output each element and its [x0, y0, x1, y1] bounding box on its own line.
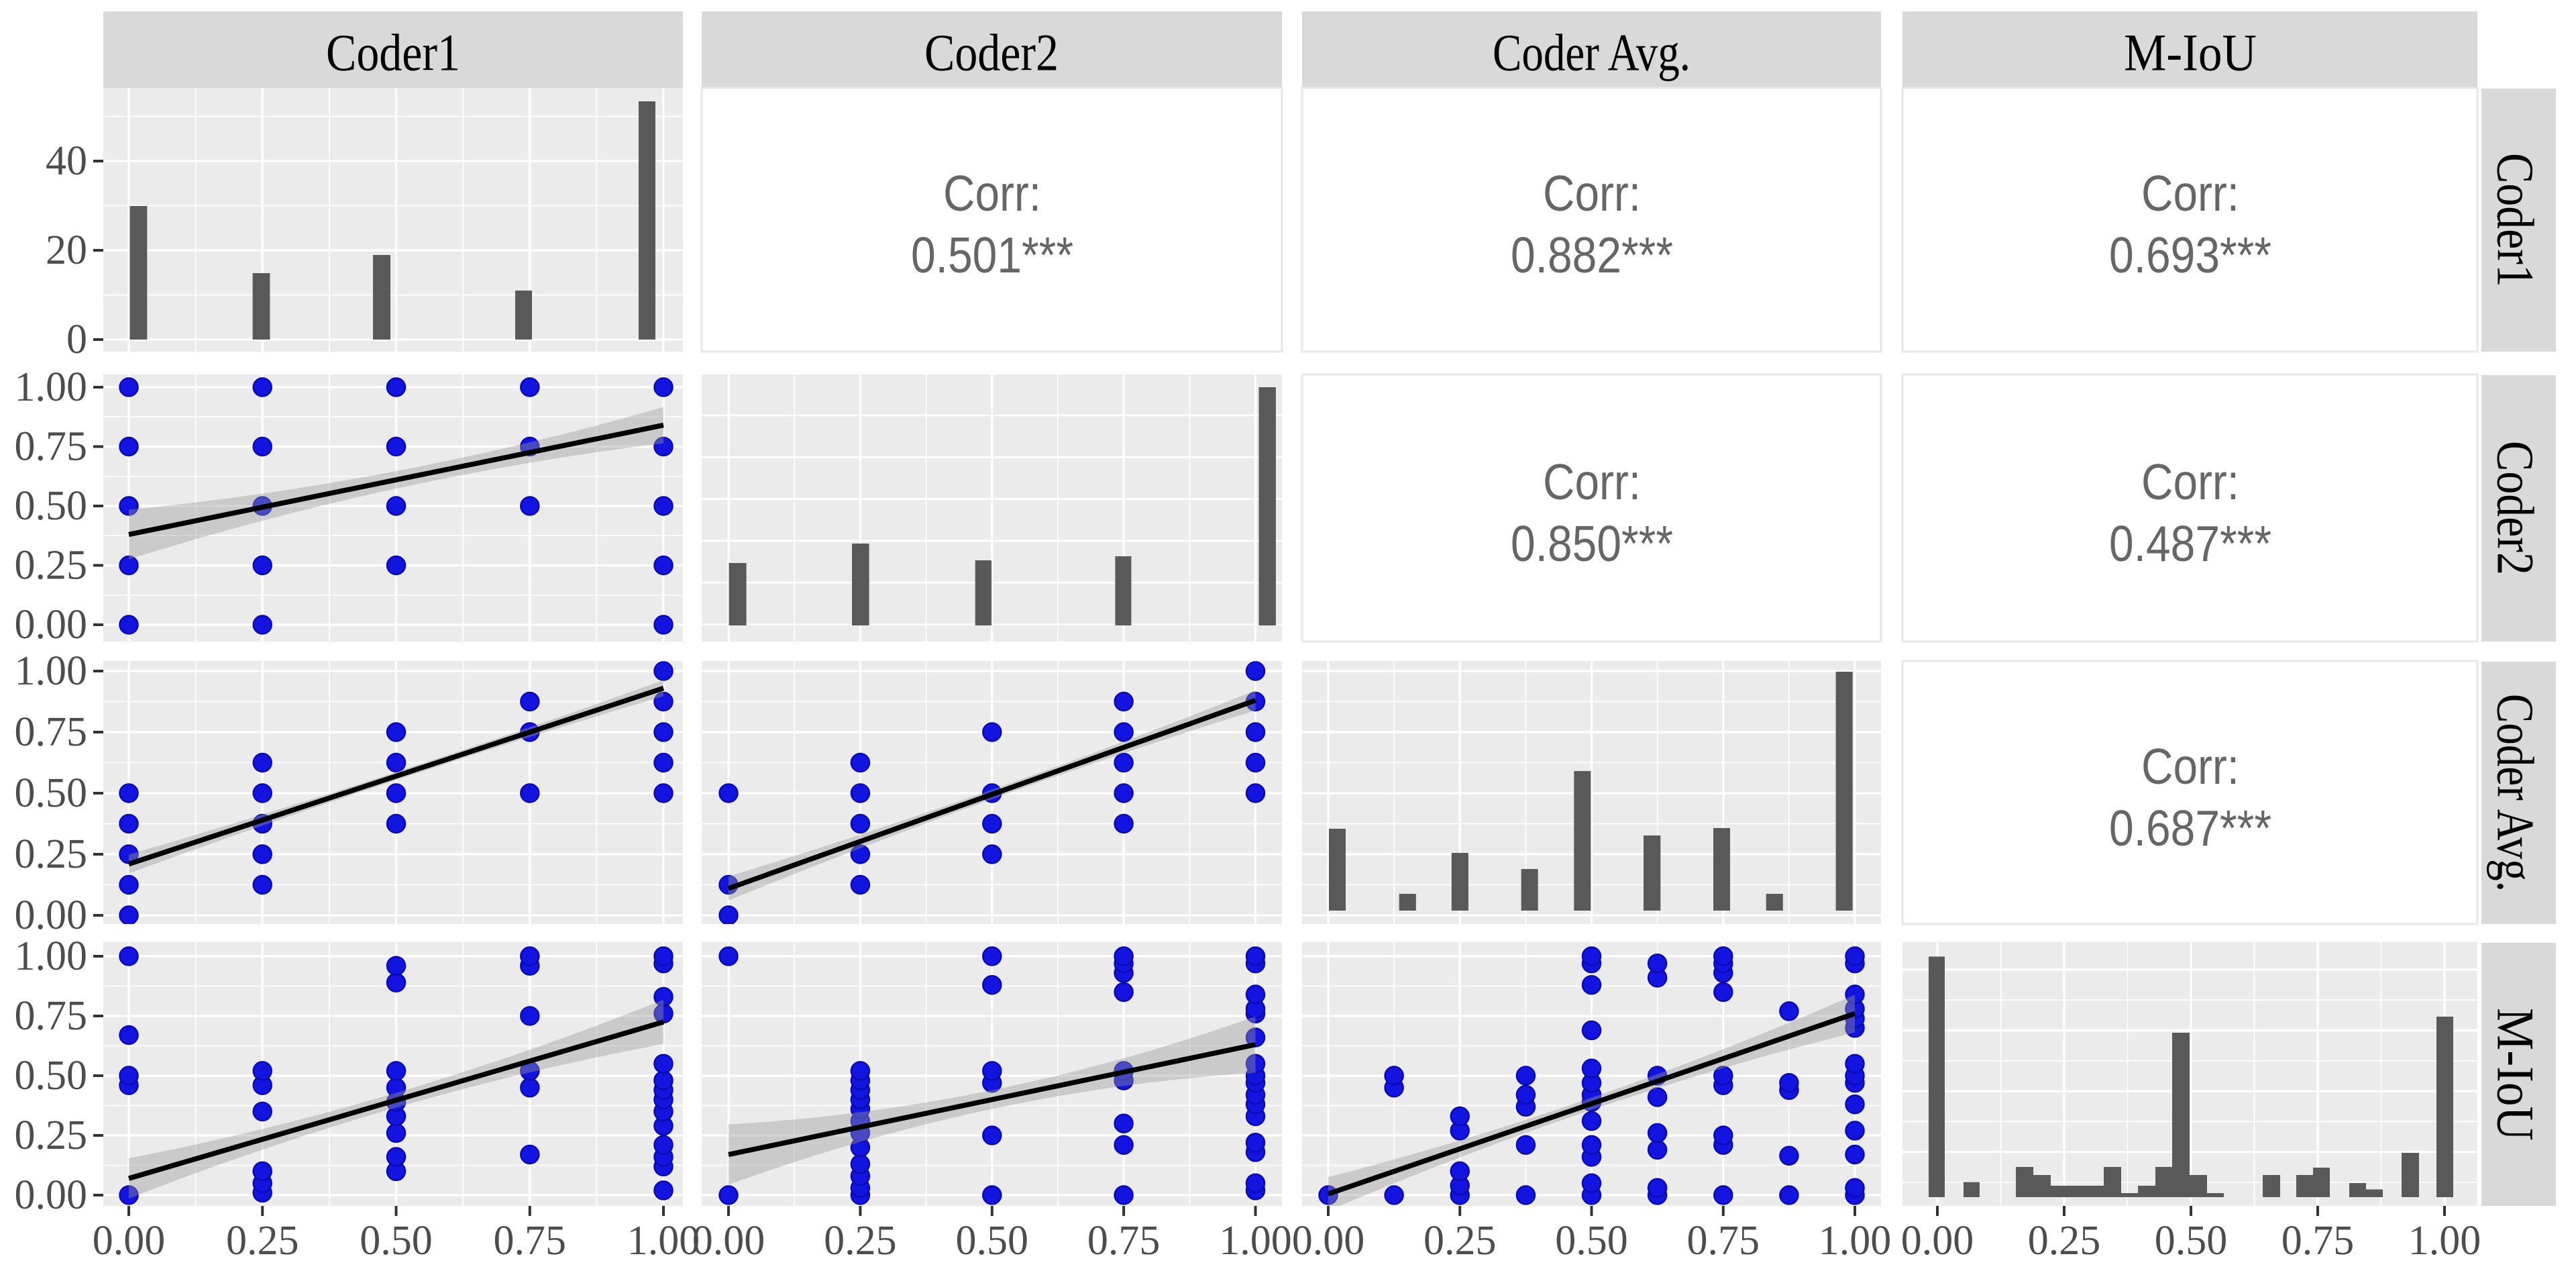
svg-text:0.487***: 0.487***	[2109, 515, 2271, 572]
svg-text:0.00: 0.00	[15, 602, 88, 648]
svg-text:0.50: 0.50	[15, 1053, 88, 1099]
svg-text:Coder2: Coder2	[2487, 441, 2545, 575]
svg-text:0.25: 0.25	[15, 1113, 88, 1158]
svg-text:0.00: 0.00	[15, 892, 88, 938]
svg-text:Coder1: Coder1	[326, 23, 460, 82]
svg-text:Corr:: Corr:	[2141, 165, 2239, 221]
svg-text:0.75: 0.75	[1687, 1218, 1760, 1264]
svg-text:0.75: 0.75	[15, 424, 88, 470]
svg-text:0.25: 0.25	[824, 1218, 897, 1264]
svg-text:0.25: 0.25	[2028, 1218, 2101, 1264]
svg-text:Corr:: Corr:	[2141, 454, 2239, 510]
svg-text:0.00: 0.00	[692, 1218, 765, 1264]
svg-text:Coder1: Coder1	[2487, 153, 2545, 287]
svg-text:0.50: 0.50	[15, 483, 88, 529]
svg-text:0.00: 0.00	[15, 1172, 88, 1218]
svg-text:Corr:: Corr:	[2141, 738, 2239, 795]
svg-text:Corr:: Corr:	[1543, 454, 1641, 510]
svg-text:0: 0	[66, 317, 87, 362]
svg-text:0.50: 0.50	[956, 1218, 1029, 1264]
svg-text:0.882***: 0.882***	[1511, 227, 1673, 283]
svg-text:0.693***: 0.693***	[2109, 227, 2271, 283]
svg-text:1.00: 1.00	[1219, 1218, 1292, 1264]
svg-text:1.00: 1.00	[15, 933, 88, 979]
svg-text:1.00: 1.00	[15, 364, 88, 410]
svg-text:Coder Avg.: Coder Avg.	[2487, 694, 2545, 892]
svg-text:1.00: 1.00	[2408, 1218, 2481, 1264]
svg-text:0.00: 0.00	[1292, 1218, 1365, 1264]
svg-text:0.50: 0.50	[360, 1218, 433, 1264]
svg-text:20: 20	[46, 227, 87, 273]
svg-text:0.50: 0.50	[2155, 1218, 2228, 1264]
svg-text:0.75: 0.75	[15, 993, 88, 1039]
svg-text:0.501***: 0.501***	[911, 227, 1073, 283]
svg-text:0.75: 0.75	[494, 1218, 567, 1264]
svg-text:1.00: 1.00	[1819, 1218, 1892, 1264]
svg-text:1.00: 1.00	[627, 1218, 700, 1264]
svg-text:0.850***: 0.850***	[1511, 515, 1673, 572]
svg-text:0.50: 0.50	[15, 770, 88, 816]
svg-text:Corr:: Corr:	[943, 165, 1041, 221]
svg-text:0.687***: 0.687***	[2109, 800, 2271, 856]
svg-text:Coder Avg.: Coder Avg.	[1493, 23, 1690, 82]
svg-text:0.25: 0.25	[226, 1218, 299, 1264]
svg-text:0.00: 0.00	[93, 1218, 166, 1264]
svg-text:Corr:: Corr:	[1543, 165, 1641, 221]
svg-text:0.75: 0.75	[15, 709, 88, 755]
svg-text:M-IoU: M-IoU	[2124, 23, 2257, 82]
svg-text:M-IoU: M-IoU	[2487, 1008, 2545, 1141]
svg-text:0.75: 0.75	[2282, 1218, 2355, 1264]
svg-text:40: 40	[46, 138, 87, 184]
svg-text:0.25: 0.25	[15, 543, 88, 589]
svg-text:0.25: 0.25	[1424, 1218, 1497, 1264]
svg-text:1.00: 1.00	[15, 648, 88, 694]
svg-text:Coder2: Coder2	[924, 23, 1059, 82]
svg-text:0.25: 0.25	[15, 831, 88, 877]
svg-text:0.00: 0.00	[1901, 1218, 1974, 1264]
svg-text:0.50: 0.50	[1555, 1218, 1628, 1264]
svg-text:0.75: 0.75	[1087, 1218, 1161, 1264]
